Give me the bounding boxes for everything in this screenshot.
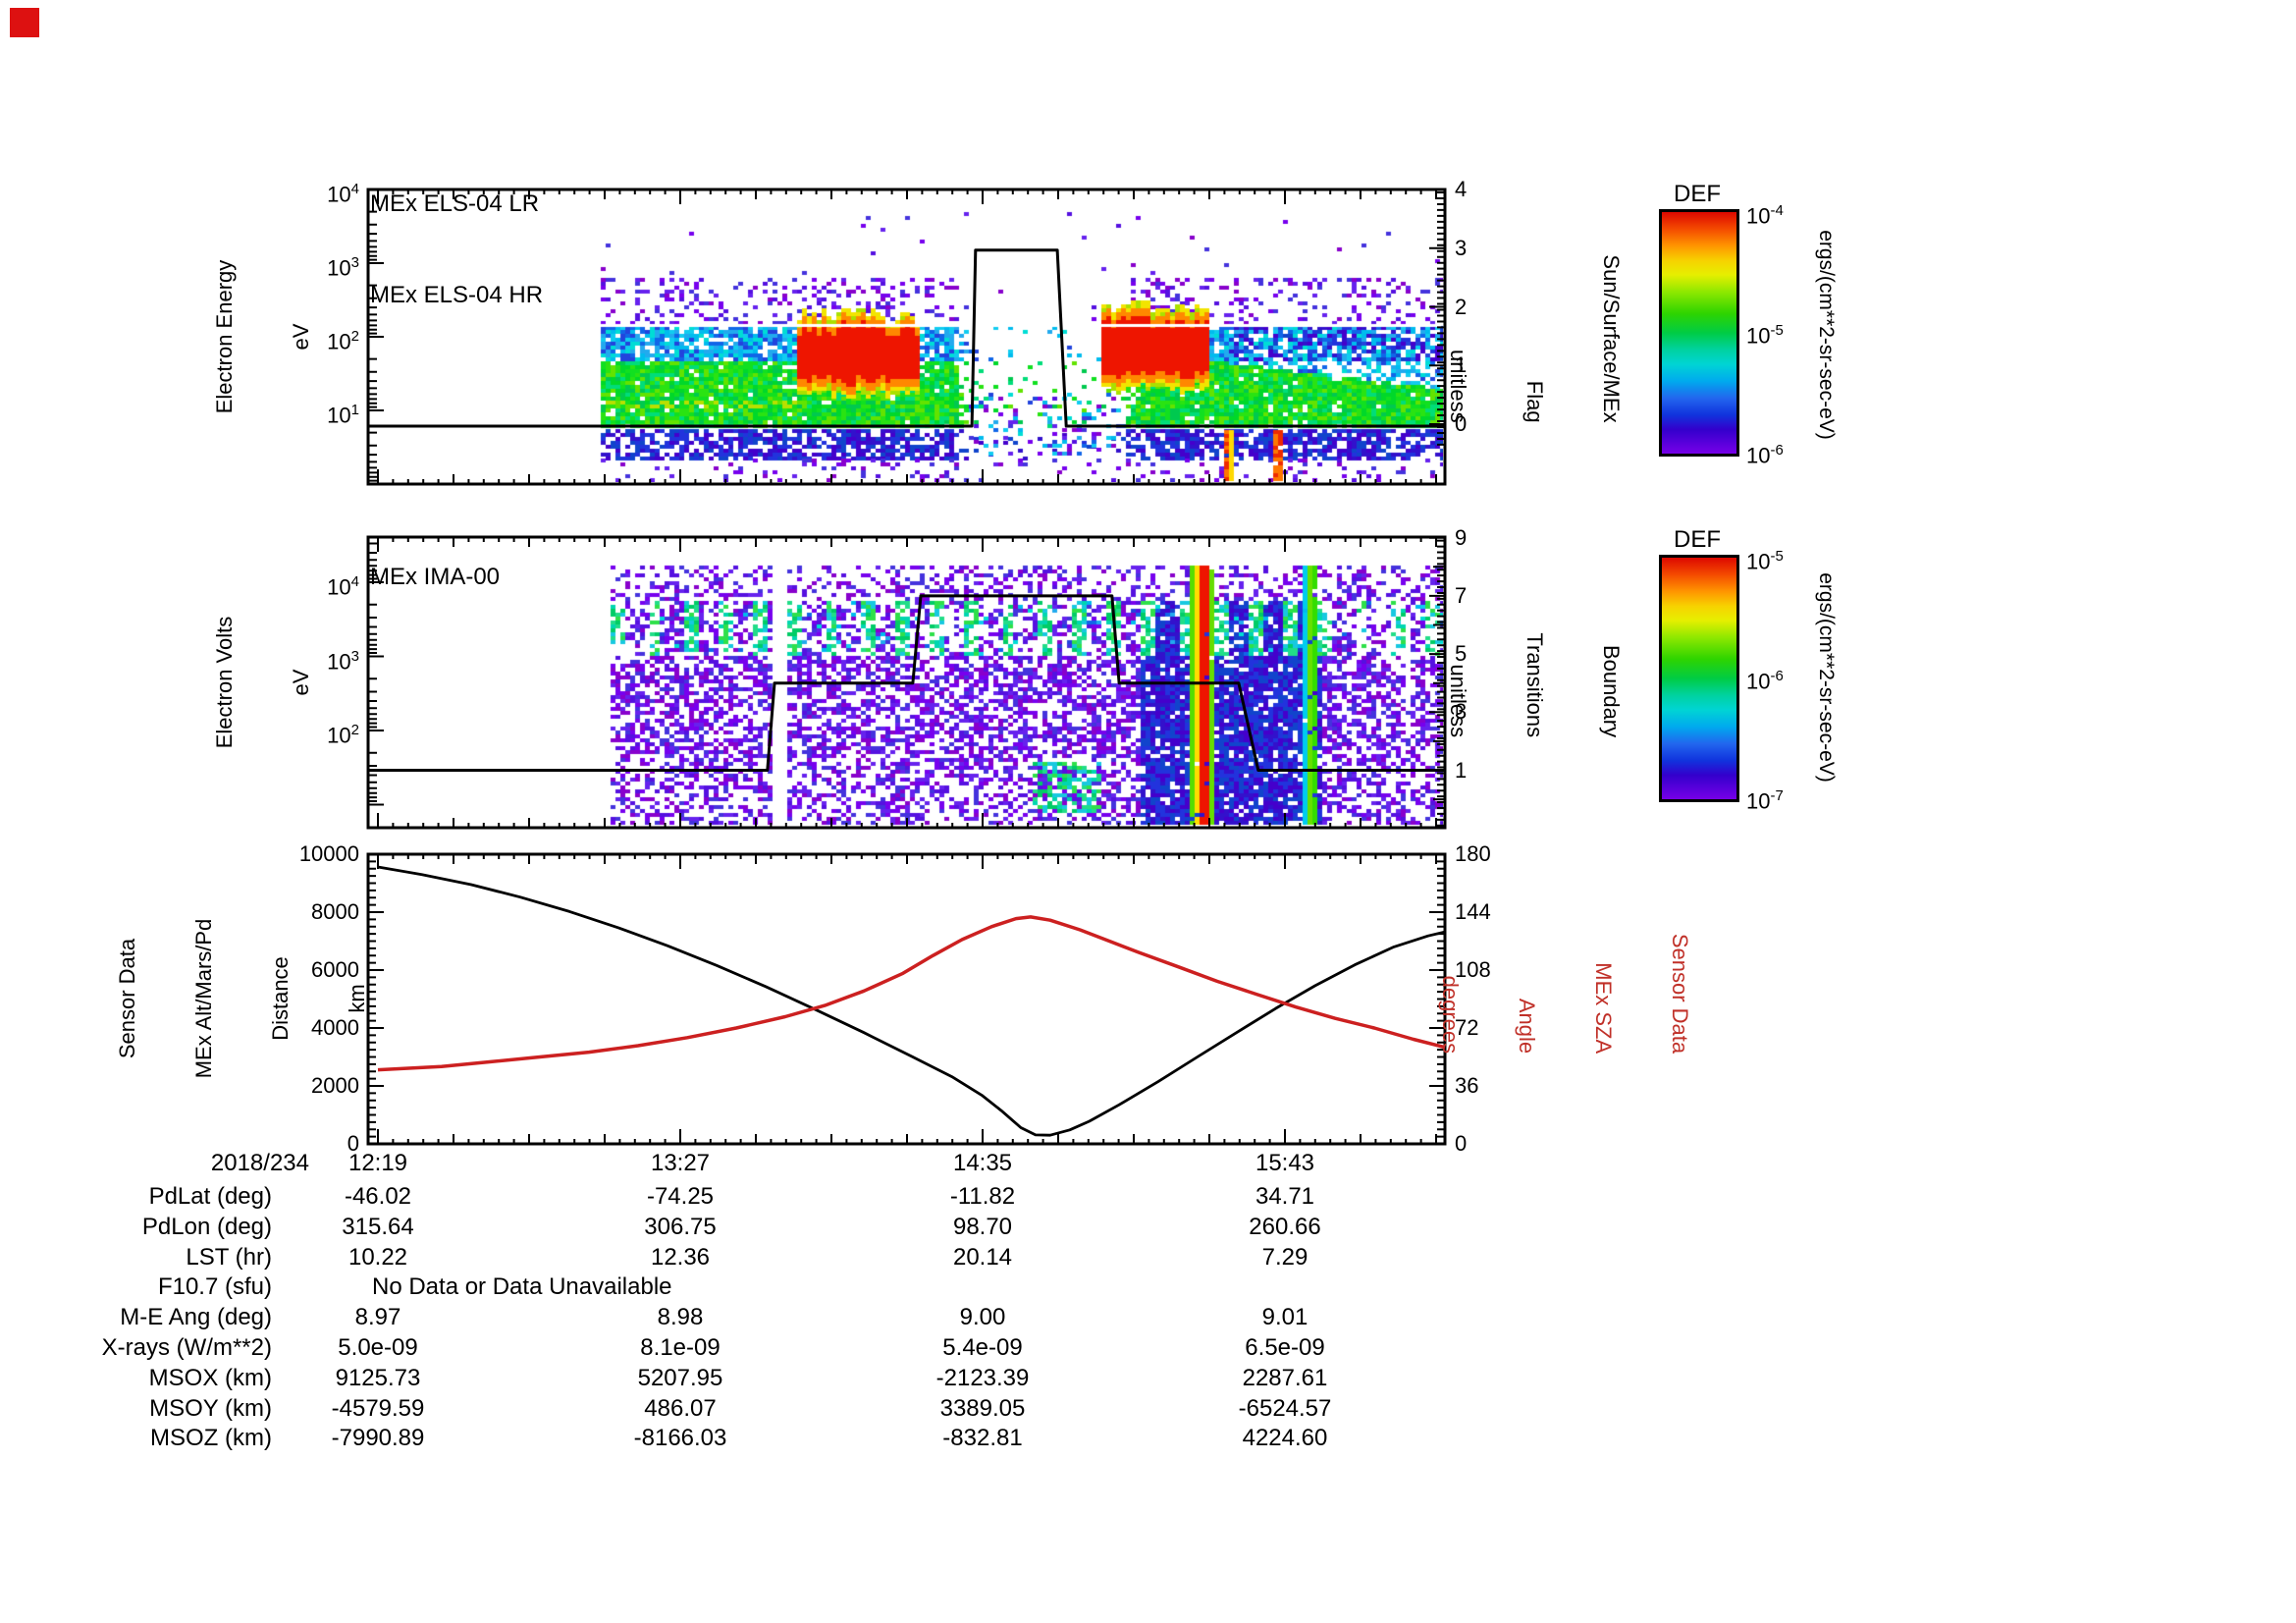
els-panel-title: MEx ELS-04 LR MEx ELS-04 HR (370, 128, 543, 371)
axis-tick-label: 3 (1455, 699, 1468, 725)
table-value: -2123.39 (935, 1364, 1030, 1391)
table-row-label: M-E Ang (deg) (120, 1304, 272, 1331)
table-row-label: LST (hr) (186, 1243, 272, 1271)
colorbar-tick-label: 10-6 (1746, 668, 1784, 694)
axis-tick-label: 0 (347, 1131, 359, 1156)
axis-tick-label: 3 (1455, 235, 1468, 260)
table-value: 8.1e-09 (640, 1334, 721, 1361)
table-value: -46.02 (344, 1183, 412, 1210)
colorbar-tick-label: 10-4 (1746, 202, 1784, 229)
axis-tick-label: 102 (327, 328, 359, 354)
table-value: 9125.73 (335, 1364, 421, 1391)
table-row-label: F10.7 (sfu) (157, 1273, 272, 1301)
axis-tick-label: 4 (1455, 177, 1468, 201)
table-value: 2287.61 (1242, 1364, 1328, 1391)
table-value: 5.0e-09 (338, 1334, 418, 1361)
axis-tick-label: 8000 (311, 899, 359, 924)
axis-tick-label: 102 (327, 722, 359, 748)
table-value: 8.97 (354, 1304, 401, 1331)
table-row-label: MSOX (km) (148, 1364, 272, 1391)
axis-tick-label: 10000 (298, 841, 359, 866)
axis-tick-label: 36 (1455, 1073, 1479, 1098)
colorbar-tick-label: 10-6 (1746, 442, 1784, 468)
axis-tick-label: 104 (327, 573, 359, 600)
colorbar1-title: DEF (1674, 181, 1721, 207)
table-value: -7990.89 (331, 1425, 425, 1452)
table-row-label: MSOZ (km) (150, 1425, 272, 1452)
table-value: 34.71 (1255, 1183, 1315, 1210)
table-value: -11.82 (949, 1183, 1016, 1210)
table-value: 9.00 (959, 1304, 1006, 1331)
table-value: -8166.03 (633, 1425, 727, 1452)
table-row-label: MSOY (km) (149, 1394, 272, 1422)
traj-ylabel: Sensor Data MEx Alt/Mars/Pd Distance km (115, 918, 369, 1079)
axis-tick-label: 4000 (311, 1015, 359, 1040)
time-tick-label: 13:27 (650, 1150, 711, 1176)
axis-tick-label: 144 (1455, 899, 1491, 924)
table-value: 10.22 (347, 1243, 408, 1271)
table-value: 20.14 (952, 1243, 1013, 1271)
axis-tick-label: 1 (1455, 352, 1468, 378)
axis-tick-label: 72 (1455, 1015, 1479, 1040)
table-value: 5.4e-09 (942, 1334, 1023, 1361)
table-value: 306.75 (644, 1213, 717, 1240)
axis-tick-label: 5 (1455, 641, 1468, 667)
els-title-hr: MEx ELS-04 HR (370, 282, 544, 308)
axis-tick-label: 103 (327, 254, 359, 281)
axis-tick-label: 6000 (311, 957, 359, 982)
table-value: 8.98 (657, 1304, 704, 1331)
colorbar-tick-label: 10-5 (1746, 322, 1784, 349)
sza-right-label: Sensor Data MEx SZA Angle degrees (1438, 933, 1692, 1055)
axis-tick-label: 108 (1455, 957, 1491, 982)
table-value: 3389.05 (939, 1394, 1026, 1422)
time-tick-label: 14:35 (952, 1150, 1013, 1176)
date-label: 2018/234 (210, 1150, 309, 1176)
colorbar-tick-label: 10-5 (1746, 548, 1784, 574)
table-row-label: PdLat (deg) (148, 1183, 272, 1210)
table-row-label: PdLon (deg) (141, 1213, 272, 1240)
ima-spectrogram (370, 539, 1443, 826)
record-marker (10, 8, 39, 37)
axis-tick-label: 9 (1455, 524, 1468, 550)
table-value: 98.70 (952, 1213, 1013, 1240)
axis-tick-label: 1 (1455, 757, 1468, 783)
time-tick-label: 12:19 (347, 1150, 408, 1176)
colorbar-tick-label: 10-7 (1746, 787, 1784, 814)
axis-tick-label: 0 (1455, 1131, 1468, 1156)
colorbar1 (1659, 209, 1739, 457)
axis-tick-label: 2 (1455, 294, 1468, 319)
table-value: -6524.57 (1238, 1394, 1332, 1422)
colorbar2 (1659, 555, 1739, 802)
axis-tick-label: 180 (1455, 841, 1491, 866)
ima-title: MEx IMA-00 (370, 564, 501, 590)
axis-tick-label: 7 (1455, 582, 1468, 608)
table-value: 486.07 (644, 1394, 717, 1422)
table-row-label: X-rays (W/m**2) (101, 1334, 272, 1361)
axis-tick-label: 101 (327, 402, 359, 428)
axis-tick-label: 0 (1455, 411, 1468, 436)
ima-panel-title: MEx IMA-00 (370, 501, 500, 653)
table-value: 4224.60 (1242, 1425, 1328, 1452)
table-value: 9.01 (1261, 1304, 1308, 1331)
axis-tick-label: 2000 (311, 1073, 359, 1098)
table-value: 315.64 (342, 1213, 414, 1240)
table-value: 7.29 (1261, 1243, 1308, 1271)
time-tick-label: 15:43 (1255, 1150, 1315, 1176)
els-title-lr: MEx ELS-04 LR (370, 190, 540, 217)
table-value: 6.5e-09 (1245, 1334, 1325, 1361)
table-value: 12.36 (650, 1243, 711, 1271)
table-value: -832.81 (942, 1425, 1023, 1452)
table-value: -74.25 (646, 1183, 715, 1210)
colorbar2-title: DEF (1674, 526, 1721, 553)
table-value: 5207.95 (637, 1364, 723, 1391)
table-value: -4579.59 (331, 1394, 425, 1422)
axis-tick-label: 103 (327, 647, 359, 674)
table-no-data: No Data or Data Unavailable (372, 1273, 672, 1301)
axis-tick-label: 104 (327, 181, 359, 207)
table-value: 260.66 (1249, 1213, 1321, 1240)
